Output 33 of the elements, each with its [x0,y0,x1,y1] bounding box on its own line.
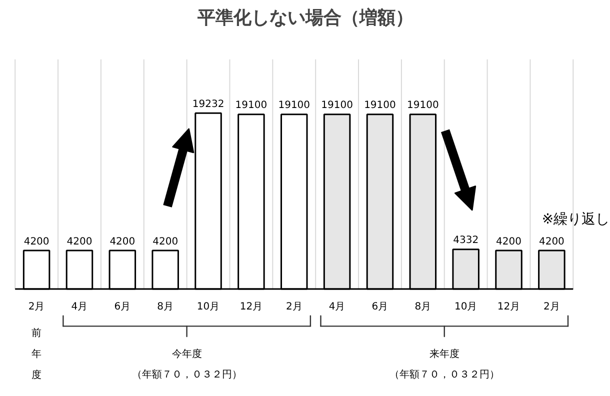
data-label: 19232 [192,98,224,110]
text: 来年度 [429,348,460,360]
data-label: 4200 [152,236,178,248]
text: 前年度 [32,327,42,382]
data-label: 19100 [235,100,268,112]
text: （年額７０，０３２円） [389,368,500,381]
chart-title: 平準化しない場合（増額） [196,6,414,28]
x-tick-label: 2月 [28,301,45,312]
x-tick-label: 6月 [114,301,131,312]
data-label: 4200 [66,236,92,248]
data-label: 19100 [321,100,353,112]
data-label: 4200 [538,236,564,248]
data-label: 4200 [24,236,50,248]
x-tick-label: 4月 [71,301,88,312]
x-tick-label: 12月 [497,301,520,312]
x-tick-label: 8月 [157,301,174,312]
data-label: 19100 [278,100,310,112]
annotation: ※繰り返し [542,211,610,228]
text: 今年度 [172,348,202,360]
data-label: 19100 [407,100,439,112]
data-label: 4332 [453,235,479,246]
x-tick-label: 2月 [286,301,302,312]
data-label: 4200 [496,236,522,248]
x-tick-label: 8月 [414,301,432,312]
x-tick-label: 2月 [544,301,560,312]
data-label: 4200 [110,236,136,248]
x-tick-label: 12月 [240,301,263,312]
x-tick-label: 4月 [328,301,346,312]
x-tick-label: 10月 [196,301,220,312]
x-tick-label: 10月 [454,301,478,312]
x-tick-label: 6月 [372,301,388,312]
data-label: 19100 [364,100,396,112]
text: （年額７０，０３２円） [132,368,242,381]
